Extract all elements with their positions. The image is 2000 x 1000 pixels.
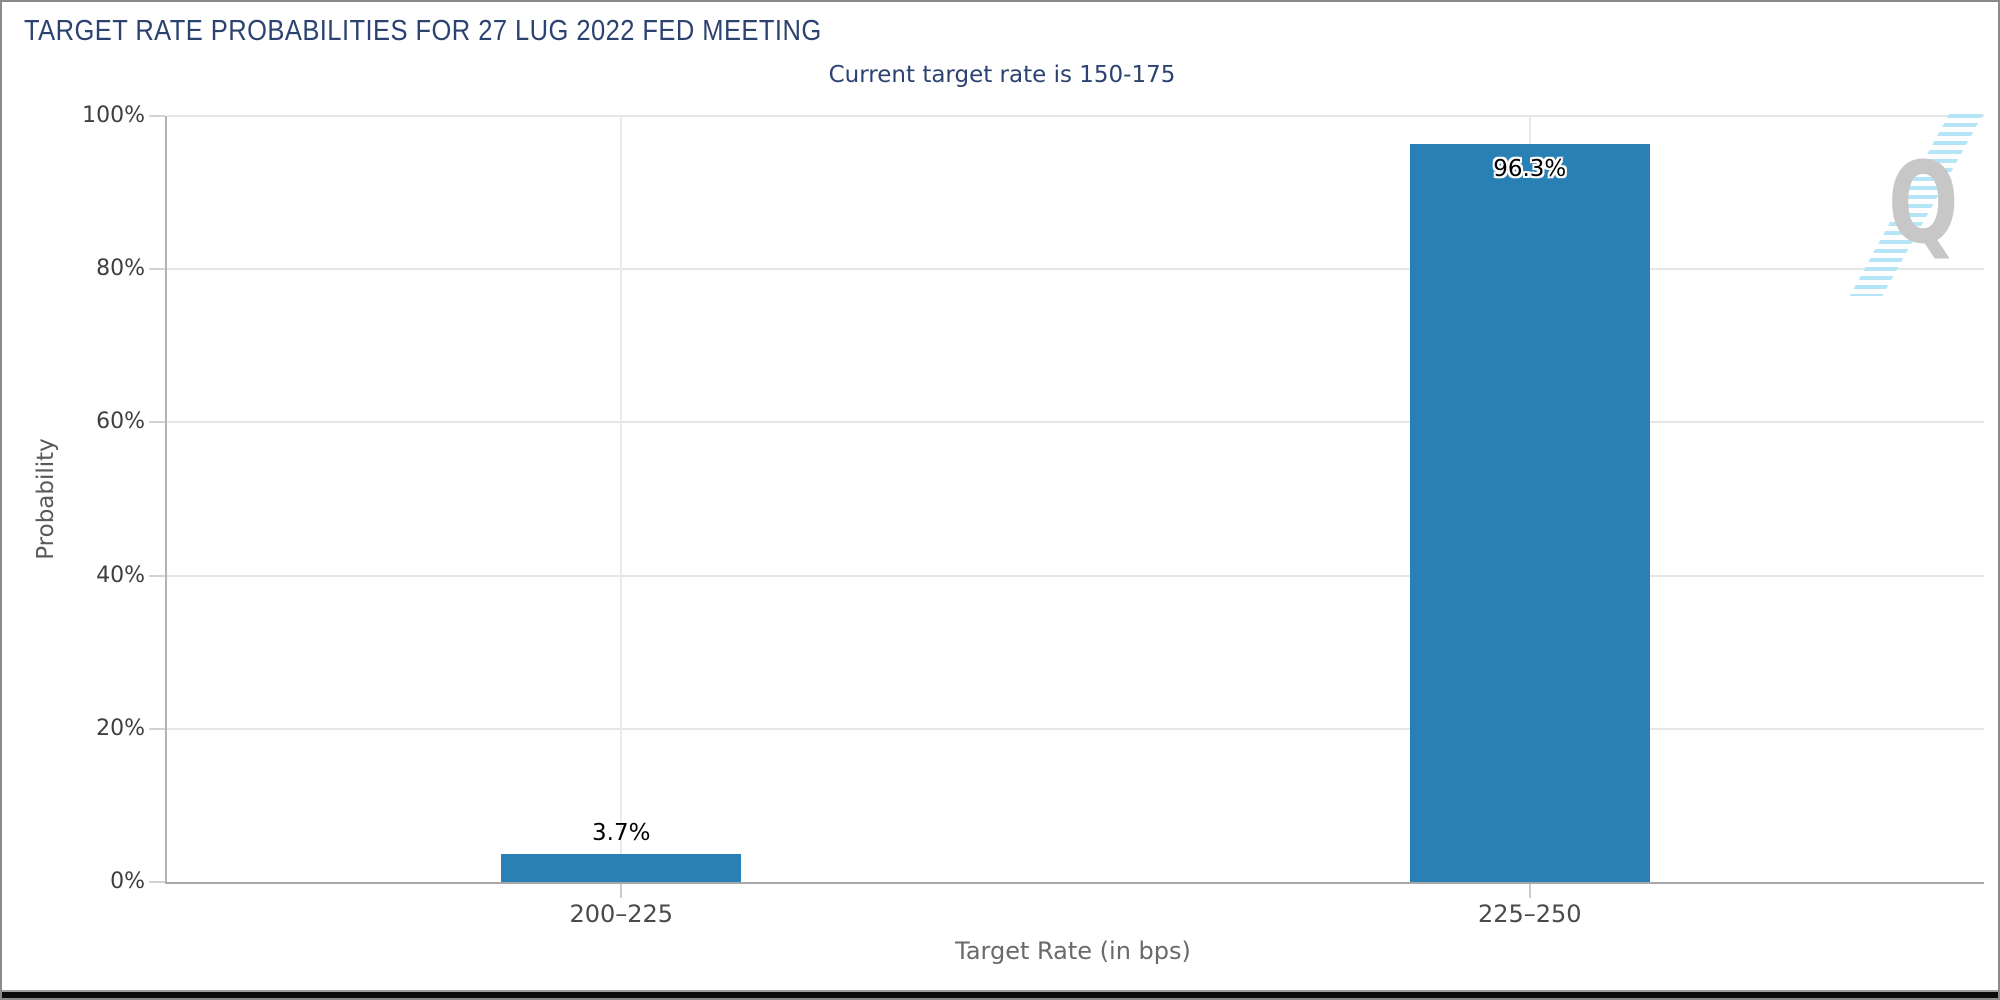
gridline-horizontal [167,574,1984,577]
y-tick-label: 40% [96,562,145,588]
x-tick-label: 200–225 [569,900,674,928]
bottom-bar [2,990,1998,998]
y-axis-title: Probability [33,438,59,560]
y-axis-tick [149,727,165,730]
bar [501,853,742,882]
x-axis-title: Target Rate (in bps) [955,937,1191,965]
y-axis-tick [149,574,165,577]
bar-value-label: 96.3% [1493,156,1567,183]
chart-subtitle: Current target rate is 150-175 [828,62,1176,88]
y-axis-tick [149,115,165,117]
gridline-vertical [620,116,623,882]
gridline-horizontal [167,421,1984,424]
gridline-horizontal [167,727,1984,730]
q-logo-watermark: Q [1844,114,1986,296]
chart-title: TARGET RATE PROBABILITIES FOR 27 LUG 202… [24,15,822,47]
y-tick-label: 60% [96,409,145,435]
y-tick-label: 0% [110,869,145,894]
x-axis-tick [1528,884,1531,898]
gridline-horizontal [167,268,1984,271]
logo-q-letter: Q [1888,139,1959,269]
y-axis-tick [149,421,165,424]
bar-value-label: 3.7% [592,819,651,846]
plot-area: 0% 20% 40% 60% 80% 100% 200–225 3.7% 225–250 96.3… [82,103,1984,928]
y-tick-label: 20% [96,715,145,741]
y-tick-label: 80% [96,256,145,282]
y-axis-tick [149,268,165,271]
x-axis-tick [620,884,623,898]
y-axis-tick [149,881,165,883]
gridline-horizontal [167,115,1984,117]
y-tick-label: 100% [82,103,145,128]
x-tick-label: 225–250 [1477,900,1582,928]
bar [1409,144,1650,882]
